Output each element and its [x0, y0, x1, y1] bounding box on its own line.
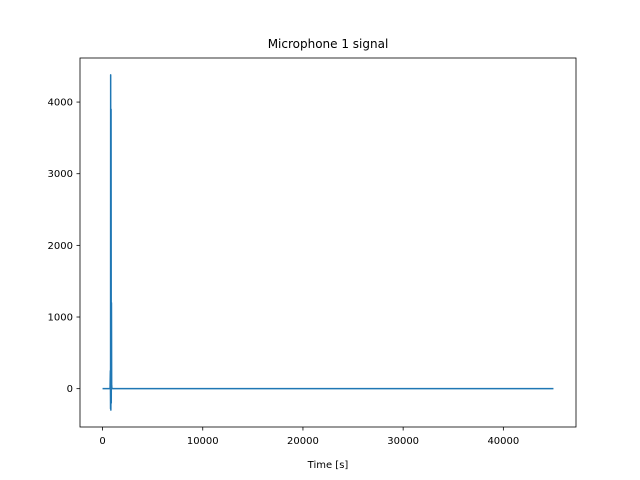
x-axis-label: Time [s]	[307, 460, 349, 471]
chart-title: Microphone 1 signal	[268, 37, 389, 51]
x-tick-label: 30000	[387, 436, 419, 447]
axes-frame	[79, 57, 577, 428]
plot-area	[102, 74, 554, 411]
y-tick-label: 4000	[48, 98, 73, 109]
y-tick-label: 3000	[48, 169, 73, 180]
y-tick-label: 2000	[48, 241, 73, 252]
y-tick-label: 1000	[48, 313, 73, 324]
x-tick-label: 0	[99, 436, 105, 447]
y-axis-ticks: 0 1000 2000 3000 4000	[48, 98, 80, 395]
x-tick-label: 20000	[287, 436, 319, 447]
series-line-1	[102, 74, 554, 411]
x-tick-label: 10000	[187, 436, 219, 447]
x-tick-label: 40000	[487, 436, 519, 447]
y-tick-label: 0	[67, 384, 73, 395]
x-axis-ticks: 0 10000 20000 30000 40000	[99, 427, 519, 447]
